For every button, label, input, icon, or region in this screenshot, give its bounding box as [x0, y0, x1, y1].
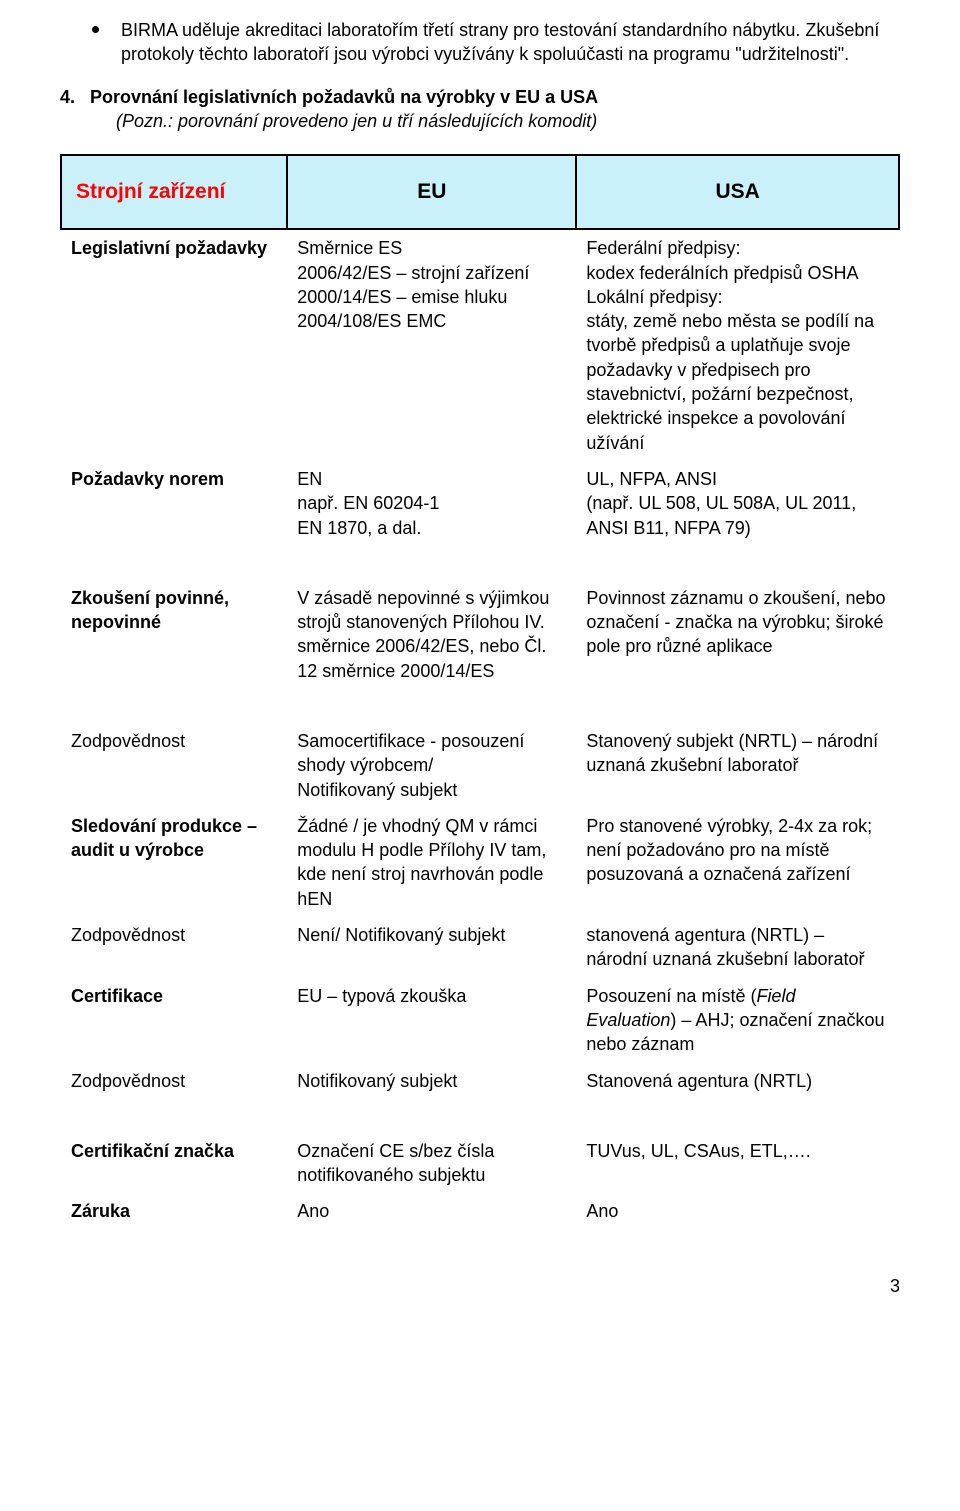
section-number: 4. [60, 85, 90, 109]
bullet-list-item: BIRMA uděluje akreditaci laboratořím tře… [60, 18, 900, 67]
table-row-label: Zkoušení povinné, nepovinné [61, 580, 287, 689]
table-cell-usa: Ano [576, 1193, 899, 1229]
table-title-cell: Strojní zařízení [61, 155, 287, 229]
table-header-row: Strojní zařízení EU USA [61, 155, 899, 229]
table-cell-usa: Stanovený subjekt (NRTL) – národní uznan… [576, 723, 899, 808]
table-row: ZodpovědnostNotifikovaný subjektStanoven… [61, 1063, 899, 1099]
table-row-label: Legislativní požadavky [61, 229, 287, 461]
table-header-usa: USA [576, 155, 899, 229]
section-title: Porovnání legislativních požadavků na vý… [90, 87, 598, 107]
table-spacer-row [61, 546, 899, 580]
page-number: 3 [60, 1276, 900, 1297]
table-row-label: Zodpovědnost [61, 723, 287, 808]
table-cell-usa: Stanovená agentura (NRTL) [576, 1063, 899, 1099]
bullet-text: BIRMA uděluje akreditaci laboratořím tře… [121, 18, 900, 67]
section-heading: 4.Porovnání legislativních požadavků na … [60, 85, 900, 109]
table-cell-eu: Označení CE s/bez čísla notifikovaného s… [287, 1133, 576, 1194]
bullet-dot-icon [92, 26, 99, 33]
table-row: Certifikační značkaOznačení CE s/bez čís… [61, 1133, 899, 1194]
table-row: ZodpovědnostSamocertifikace - posouzení … [61, 723, 899, 808]
table-row-label: Zodpovědnost [61, 917, 287, 978]
table-cell-eu: Není/ Notifikovaný subjekt [287, 917, 576, 978]
comparison-table-body: Strojní zařízení EU USA Legislativní pož… [61, 155, 899, 1230]
table-cell-usa: Posouzení na místě (Field Evaluation) – … [576, 978, 899, 1063]
table-row: Sledování produkce – audit u výrobceŽádn… [61, 808, 899, 917]
table-cell-usa: Povinnost záznamu o zkoušení, nebo označ… [576, 580, 899, 689]
table-cell-eu: Notifikovaný subjekt [287, 1063, 576, 1099]
table-cell-eu: ENnapř. EN 60204-1 EN 1870, a dal. [287, 461, 576, 546]
table-row: Zkoušení povinné, nepovinnéV zásadě nepo… [61, 580, 899, 689]
document-page: BIRMA uděluje akreditaci laboratořím tře… [0, 0, 960, 1327]
table-row-label: Záruka [61, 1193, 287, 1229]
table-cell-eu: Směrnice ES2006/42/ES – strojní zařízení… [287, 229, 576, 461]
table-row-label: Zodpovědnost [61, 1063, 287, 1099]
section-note: (Pozn.: porovnání provedeno jen u tří ná… [116, 111, 900, 132]
table-cell-usa: Pro stanovené výrobky, 2-4x za rok; není… [576, 808, 899, 917]
table-row-label: Certifikační značka [61, 1133, 287, 1194]
table-row: Požadavky noremENnapř. EN 60204-1 EN 187… [61, 461, 899, 546]
table-cell-usa: Federální předpisy:kodex federálních pře… [576, 229, 899, 461]
table-row-label: Požadavky norem [61, 461, 287, 546]
table-cell-eu: Ano [287, 1193, 576, 1229]
table-cell-usa: stanovená agentura (NRTL) – národní uzna… [576, 917, 899, 978]
table-row: CertifikaceEU – typová zkouškaPosouzení … [61, 978, 899, 1063]
table-row: ZodpovědnostNení/ Notifikovaný subjektst… [61, 917, 899, 978]
table-spacer-row [61, 1099, 899, 1133]
table-row-label: Certifikace [61, 978, 287, 1063]
table-row-label: Sledování produkce – audit u výrobce [61, 808, 287, 917]
table-cell-usa: TUVus, UL, CSAus, ETL,…. [576, 1133, 899, 1194]
table-row: ZárukaAnoAno [61, 1193, 899, 1229]
table-header-eu: EU [287, 155, 576, 229]
table-row: Legislativní požadavkySměrnice ES2006/42… [61, 229, 899, 461]
table-cell-usa: UL, NFPA, ANSI(např. UL 508, UL 508A, UL… [576, 461, 899, 546]
table-spacer-row [61, 689, 899, 723]
table-cell-eu: Žádné / je vhodný QM v rámci modulu H po… [287, 808, 576, 917]
table-cell-eu: Samocertifikace - posouzení shody výrobc… [287, 723, 576, 808]
table-cell-eu: V zásadě nepovinné s výjimkou strojů sta… [287, 580, 576, 689]
table-cell-eu: EU – typová zkouška [287, 978, 576, 1063]
comparison-table: Strojní zařízení EU USA Legislativní pož… [60, 154, 900, 1230]
